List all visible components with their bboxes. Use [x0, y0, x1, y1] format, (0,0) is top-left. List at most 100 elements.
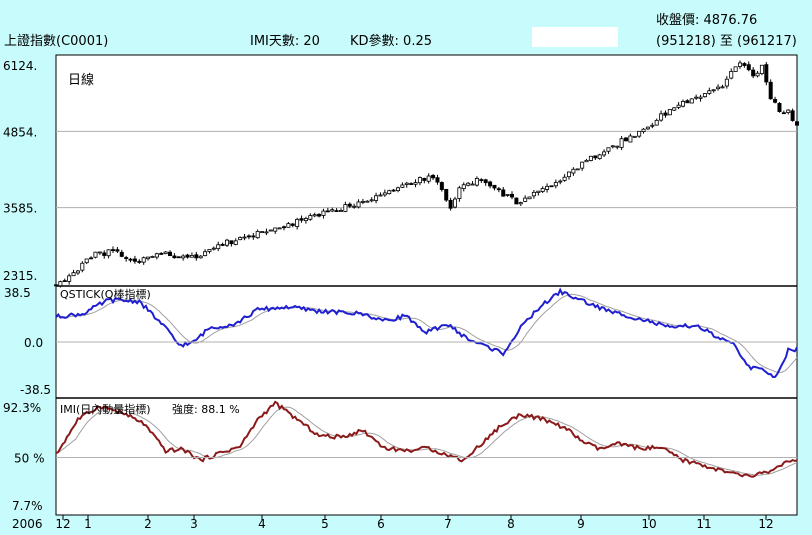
candle-body	[194, 254, 199, 259]
candle-body	[571, 168, 576, 174]
candle-body	[54, 284, 59, 287]
candle-body	[711, 89, 716, 92]
qstick-smooth-line	[55, 293, 798, 374]
candle-body	[80, 262, 85, 271]
candle-body	[426, 175, 431, 182]
candle-body	[628, 135, 633, 143]
x-tick-label: 3	[190, 517, 198, 531]
candle-body	[413, 182, 418, 185]
price-tick-label: 2315.	[3, 269, 37, 283]
candle-body	[417, 177, 422, 184]
candle-body	[689, 98, 694, 104]
candle-body	[281, 226, 286, 229]
candle-body	[242, 236, 247, 239]
x-tick-label: 7	[444, 517, 452, 531]
candle-body	[672, 107, 677, 111]
candle-body	[694, 96, 699, 99]
candle-body	[729, 71, 734, 79]
candle-body	[738, 62, 743, 67]
candle-body	[409, 183, 414, 185]
candle-body	[67, 275, 72, 282]
candle-body	[659, 113, 664, 121]
candle-body	[773, 99, 778, 103]
candle-body	[84, 258, 89, 264]
x-year-label: 2006	[12, 517, 43, 531]
candle-body	[167, 251, 172, 257]
candle-body	[746, 64, 751, 71]
candle-body	[479, 179, 484, 181]
candle-body	[150, 256, 155, 258]
candle-body	[97, 251, 102, 254]
blank-field	[532, 27, 618, 47]
candle-body	[645, 126, 650, 130]
candle-body	[137, 260, 142, 263]
candle-body	[387, 190, 392, 195]
candle-body	[360, 201, 365, 203]
candle-body	[233, 240, 238, 245]
candle-body	[115, 249, 120, 252]
candle-body	[211, 247, 216, 250]
date-range-label: (951218) 至 (961217)	[656, 34, 797, 49]
candle-body	[496, 188, 501, 191]
candle-body	[229, 240, 234, 245]
candle-body	[62, 280, 67, 283]
candle-body	[185, 254, 190, 258]
close-price-label: 收盤價: 4876.76	[656, 13, 758, 28]
candle-body	[781, 112, 786, 115]
candle-body	[588, 155, 593, 161]
candle-body	[470, 183, 475, 186]
candle-body	[400, 184, 405, 188]
candle-body	[321, 210, 326, 216]
candle-body	[334, 210, 339, 213]
candle-body	[632, 135, 637, 138]
imi-tick-label: 50 %	[14, 452, 45, 466]
x-tick-label: 12	[55, 517, 70, 531]
price-panel-title: 日線	[68, 72, 94, 88]
candle-body	[75, 270, 80, 274]
imi-tick-label: 92.3%	[3, 401, 41, 415]
candle-body	[352, 205, 357, 208]
candle-body	[382, 192, 387, 196]
x-tick-label: 6	[377, 517, 385, 531]
qstick-tick-label: -38.5	[20, 383, 51, 397]
imi-strength-label: 強度: 88.1 %	[172, 402, 240, 416]
candle-body	[654, 119, 659, 126]
candle-body	[395, 187, 400, 192]
candle-body	[189, 255, 194, 258]
candle-body	[702, 93, 707, 98]
candle-body	[128, 258, 133, 261]
candle-body	[724, 78, 729, 87]
candle-body	[452, 198, 457, 208]
candle-body	[580, 161, 585, 169]
candle-body	[676, 104, 681, 108]
candle-body	[111, 249, 116, 252]
candle-body	[146, 256, 151, 260]
candle-body	[492, 184, 497, 189]
candle-body	[404, 182, 409, 185]
candle-body	[58, 281, 63, 287]
candle-body	[246, 235, 251, 238]
candle-body	[777, 103, 782, 112]
candle-body	[786, 109, 791, 113]
candle-body	[641, 128, 646, 132]
candle-body	[790, 110, 795, 121]
x-tick-label: 10	[641, 517, 656, 531]
candle-body	[251, 235, 256, 238]
candle-body	[71, 272, 76, 277]
candle-body	[606, 147, 611, 152]
candle-body	[286, 223, 291, 228]
candle-body	[260, 231, 265, 233]
qstick-tick-label: 38.5	[4, 286, 31, 300]
candle-body	[338, 210, 343, 212]
candle-body	[439, 182, 444, 190]
candle-body	[312, 214, 317, 217]
x-tick-label: 1	[84, 517, 92, 531]
candle-body	[154, 253, 159, 258]
candle-body	[733, 66, 738, 72]
candle-body	[650, 124, 655, 127]
x-tick-label: 9	[577, 517, 585, 531]
candle-body	[343, 204, 348, 212]
candle-body	[132, 258, 137, 262]
candle-body	[203, 251, 208, 257]
candle-body	[531, 191, 536, 197]
